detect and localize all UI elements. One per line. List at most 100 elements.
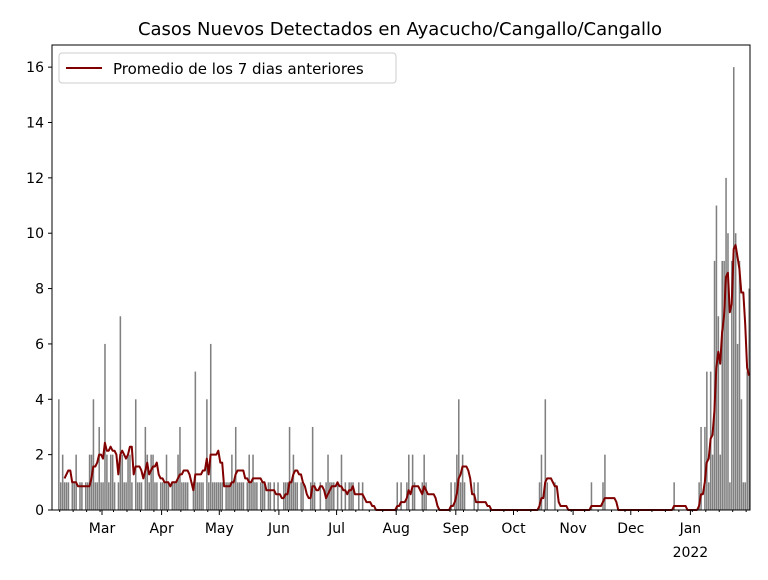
bar [194, 371, 197, 510]
bar [92, 399, 95, 510]
bar [58, 399, 60, 510]
bar [292, 454, 295, 510]
chart-title: Casos Nuevos Detectados en Ayacucho/Cang… [138, 19, 662, 40]
bar [423, 454, 425, 510]
bar [234, 426, 237, 510]
bar [171, 482, 174, 510]
bar [746, 371, 748, 510]
bar [81, 482, 83, 510]
bar [400, 482, 402, 510]
bar [233, 482, 235, 510]
bar [256, 482, 258, 510]
bar [340, 454, 343, 510]
bar [167, 482, 170, 510]
bar [229, 482, 231, 510]
bar [217, 482, 220, 510]
bar [186, 482, 189, 510]
bar [202, 482, 204, 510]
bar [350, 482, 352, 510]
bar [131, 482, 133, 510]
x-tick-label: Sep [443, 521, 470, 537]
bar [604, 454, 606, 510]
bar [358, 482, 360, 510]
bar [602, 482, 604, 510]
x-tick-sublabel: 2022 [673, 545, 709, 561]
bar [215, 482, 218, 510]
bar [183, 482, 185, 510]
bar [127, 454, 129, 510]
bar [200, 482, 202, 510]
bar [742, 482, 745, 510]
bar [73, 482, 75, 510]
bar [125, 482, 127, 510]
x-tick-label: Mar [89, 521, 116, 537]
bar [208, 482, 210, 510]
x-tick-label: Apr [149, 521, 173, 537]
bar [65, 482, 68, 510]
bar [727, 233, 729, 510]
bar [181, 482, 183, 510]
bar [546, 482, 549, 510]
bar [698, 482, 700, 510]
bar [86, 482, 89, 510]
bar [425, 482, 427, 510]
bar [723, 260, 725, 510]
bar [261, 482, 264, 510]
bar [331, 482, 333, 510]
bar [411, 454, 414, 510]
bar [413, 482, 416, 510]
bar [121, 454, 124, 510]
bar [748, 288, 750, 510]
y-tick-label: 0 [35, 503, 44, 519]
bar [344, 482, 347, 510]
bar [302, 482, 304, 510]
bar [111, 454, 114, 510]
bar [219, 482, 222, 510]
bar [296, 482, 299, 510]
bar [236, 482, 239, 510]
bar [113, 482, 116, 510]
bar [227, 482, 229, 510]
bar [717, 316, 720, 510]
bar [198, 482, 200, 510]
bar [450, 482, 452, 510]
bar [277, 482, 279, 510]
bar [140, 482, 143, 510]
bar [106, 454, 108, 510]
bar [100, 482, 102, 510]
bar [129, 454, 131, 510]
bar [327, 454, 329, 510]
bar [225, 482, 227, 510]
bar [259, 482, 262, 510]
bar [156, 482, 158, 510]
bar [286, 482, 289, 510]
plot-frame [51, 44, 751, 511]
bar [456, 454, 458, 510]
bar [63, 482, 66, 510]
bar [311, 426, 314, 510]
bar [173, 482, 175, 510]
bar [98, 426, 100, 510]
bar [348, 482, 350, 510]
bar [544, 399, 547, 510]
bar [150, 454, 152, 510]
bar [744, 482, 747, 510]
bar [179, 426, 181, 510]
bar [288, 426, 291, 510]
bar [711, 454, 714, 510]
bar [408, 454, 410, 510]
bar [732, 67, 735, 511]
bar [240, 482, 243, 510]
x-tick-label: Nov [559, 521, 586, 537]
bar [700, 426, 702, 510]
bar [734, 233, 737, 510]
bar [161, 482, 164, 510]
bar [123, 482, 125, 510]
bar [119, 316, 122, 510]
y-tick-label: 4 [35, 392, 44, 408]
bar [477, 482, 479, 510]
bar [163, 482, 166, 510]
bar [152, 454, 154, 510]
bar [90, 454, 93, 510]
